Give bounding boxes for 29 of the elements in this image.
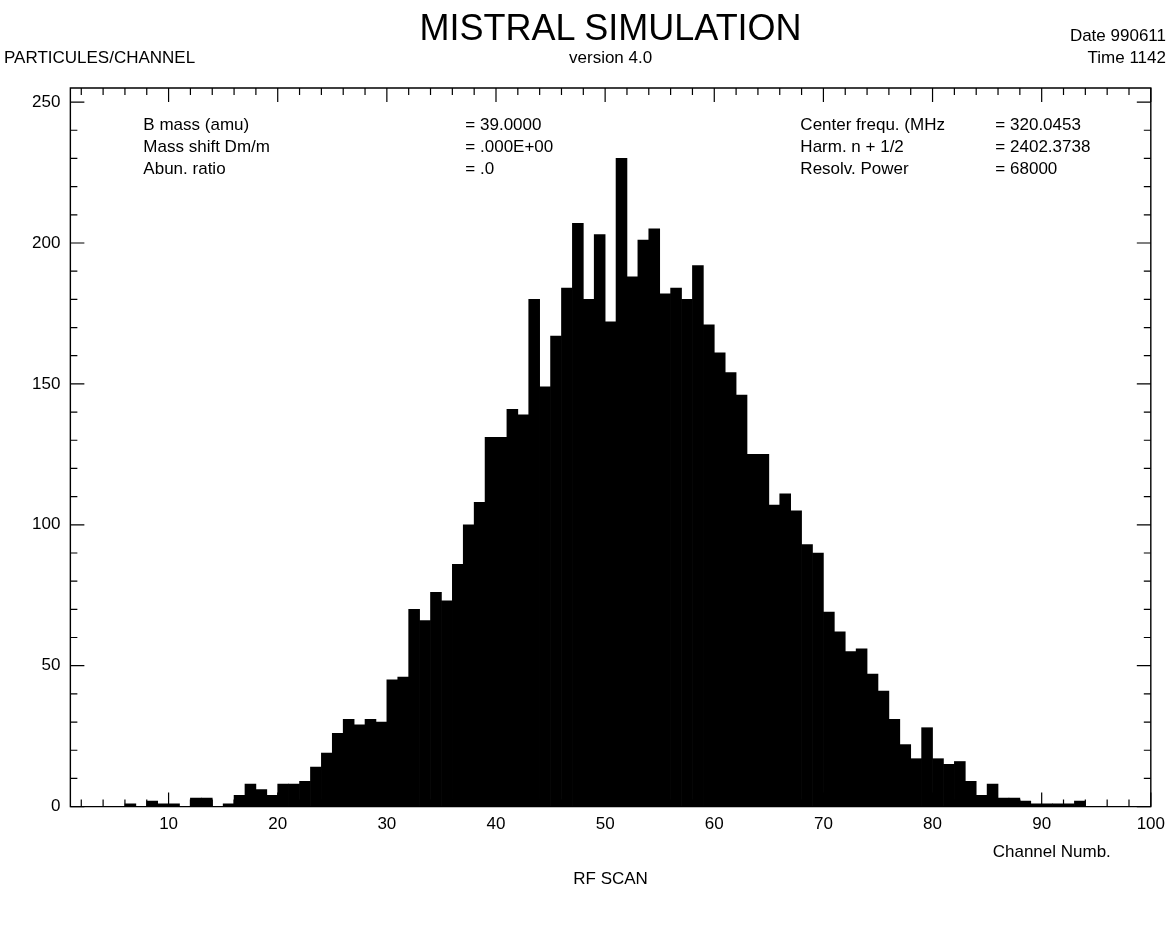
y-tick-label: 250: [31, 91, 61, 111]
text: RF SCAN: [573, 869, 648, 889]
text: Resolv. Power = 68000: [800, 158, 1058, 178]
text: Date 990611: [1069, 25, 1166, 45]
text: Mass shift Dm/m = .000E+00: [143, 136, 554, 156]
chart-title: MISTRAL SIMULATION: [419, 6, 802, 48]
x-tick-label: 20: [268, 814, 288, 834]
chart-subtitle: version 4.0: [569, 47, 653, 67]
y-tick-label: 100: [31, 514, 61, 534]
x-tick-label: 40: [486, 814, 506, 834]
text: Time 1142: [1087, 47, 1166, 67]
y-tick-label: 150: [31, 373, 61, 393]
text: B mass (amu) = 39.0000: [143, 114, 542, 134]
y-axis-title: PARTICULES/CHANNEL: [4, 47, 196, 67]
text: Harm. n + 1/2 = 2402.3738: [800, 136, 1091, 156]
x-tick-label: 100: [1136, 814, 1166, 834]
y-tick-label: 200: [31, 232, 61, 252]
x-tick-label: 80: [923, 814, 943, 834]
text: Abun. ratio = .0: [143, 158, 495, 178]
x-tick-label: 30: [377, 814, 397, 834]
x-tick-label: 10: [159, 814, 179, 834]
x-tick-label: 50: [595, 814, 615, 834]
y-tick-label: 50: [41, 655, 61, 675]
text: Center frequ. (MHz = 320.0453: [800, 114, 1081, 134]
x-tick-label: 90: [1032, 814, 1052, 834]
x-tick-label: 60: [704, 814, 724, 834]
x-tick-label: 70: [813, 814, 833, 834]
x-axis-title: Channel Numb.: [992, 842, 1111, 862]
y-tick-label: 0: [50, 796, 61, 816]
